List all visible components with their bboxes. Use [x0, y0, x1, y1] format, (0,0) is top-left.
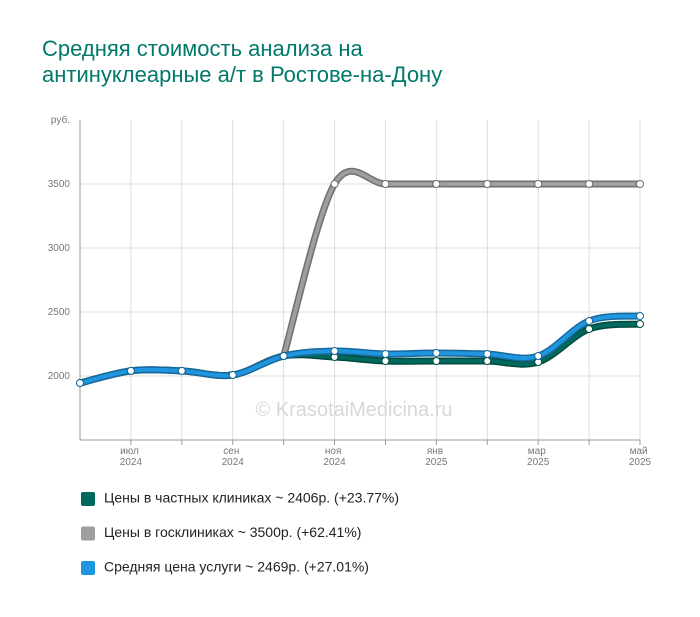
x-tick-label: ноя 2024 [323, 446, 346, 468]
x-tick-label: сен 2024 [222, 446, 245, 468]
point [636, 311, 644, 320]
y-tick-label: руб. [51, 114, 70, 126]
x-tick-label: мар 2025 [527, 446, 550, 468]
point [381, 357, 390, 366]
point [432, 348, 441, 357]
point [534, 180, 543, 188]
point [126, 366, 135, 375]
point [585, 180, 594, 188]
watermark: © KrasotaiMedicina.ru [255, 399, 452, 421]
x-tick-label: янв 2025 [425, 446, 448, 468]
legend-label: Цены в частных клиниках ~ 2406р. (+23.77… [104, 490, 399, 506]
y-tick-label: 3500 [48, 179, 71, 190]
point [432, 357, 441, 366]
y-tick-label: 3000 [48, 243, 71, 254]
point [279, 352, 288, 361]
point [330, 347, 339, 356]
point [483, 180, 492, 188]
y-tick-label: 2000 [48, 371, 71, 382]
point [76, 379, 84, 388]
point [534, 352, 543, 361]
y-tick-label: 2500 [48, 307, 71, 318]
point [432, 180, 441, 188]
point [483, 349, 492, 358]
point [636, 320, 644, 329]
x-tick-label: июл 2024 [120, 446, 143, 468]
chart-title: Средняя стоимость анализа на антинуклеар… [42, 36, 443, 87]
point [585, 316, 594, 325]
point [330, 180, 339, 188]
legend-swatch [81, 492, 95, 506]
point [381, 180, 390, 188]
point [381, 349, 390, 358]
point [483, 357, 492, 366]
point [177, 366, 186, 375]
point [585, 325, 594, 334]
point [636, 180, 644, 188]
point [228, 370, 237, 379]
legend-label: Средняя цена услуги ~ 2469р. (+27.01%) [104, 559, 369, 575]
legend-swatch [81, 561, 95, 575]
legend-swatch [81, 526, 95, 541]
legend-label: Цены в госклиниках ~ 3500р. (+62.41%) [104, 524, 361, 540]
series-outline [76, 312, 644, 387]
x-tick-label: май 2025 [629, 446, 652, 468]
